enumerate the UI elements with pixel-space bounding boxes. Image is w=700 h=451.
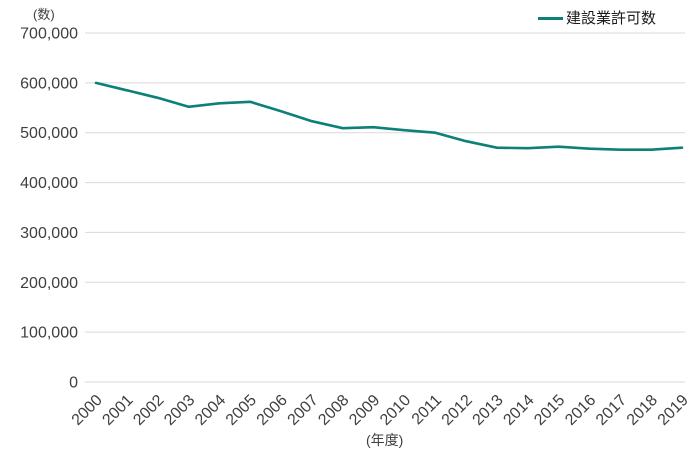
- y-axis-tick-label: 0: [69, 375, 78, 392]
- x-axis-tick-label: 2016: [562, 392, 599, 429]
- x-axis-tick-label: 2001: [99, 392, 136, 429]
- x-axis-tick-label: 2004: [192, 392, 229, 429]
- x-axis-tick-label: 2000: [69, 392, 106, 429]
- y-axis-tick-label: 300,000: [20, 225, 78, 242]
- y-axis-tick-label: 400,000: [20, 175, 78, 192]
- x-axis-unit-label: (年度): [366, 432, 404, 448]
- x-axis-tick-label: 2006: [254, 392, 291, 429]
- y-axis-tick-label: 200,000: [20, 275, 78, 292]
- x-axis-tick-label: 2007: [285, 392, 322, 429]
- x-axis-tick-label: 2012: [439, 392, 476, 429]
- x-axis-tick-label: 2008: [315, 392, 352, 429]
- x-axis-tick-label: 2005: [223, 392, 260, 429]
- x-axis-tick-label: 2011: [409, 392, 445, 428]
- y-axis-unit-label: (数): [33, 7, 55, 22]
- y-axis-tick-label: 500,000: [20, 125, 78, 142]
- series-line: [94, 81, 684, 151]
- x-axis-tick-label: 2003: [161, 392, 198, 429]
- legend-line-icon: [538, 17, 563, 20]
- x-axis-tick-label: 2010: [377, 392, 414, 429]
- x-axis-tick-label: 2019: [655, 392, 692, 429]
- y-axis-tick-label: 600,000: [20, 75, 78, 92]
- x-axis-tick-label: 2015: [531, 392, 568, 429]
- legend: 建設業許可数: [536, 9, 659, 28]
- x-axis-tick-label: 2013: [470, 392, 507, 429]
- x-axis-tick-label: 2018: [624, 392, 661, 429]
- x-axis-tick-label: 2002: [130, 392, 167, 429]
- y-axis-tick-label: 700,000: [20, 26, 78, 43]
- y-axis-tick-label: 100,000: [20, 325, 78, 342]
- legend-series-label: 建設業許可数: [566, 10, 657, 27]
- x-axis-tick-label: 2014: [500, 392, 537, 429]
- x-axis-tick-label: 2017: [593, 392, 630, 429]
- x-axis-tick-label: 2009: [346, 392, 383, 429]
